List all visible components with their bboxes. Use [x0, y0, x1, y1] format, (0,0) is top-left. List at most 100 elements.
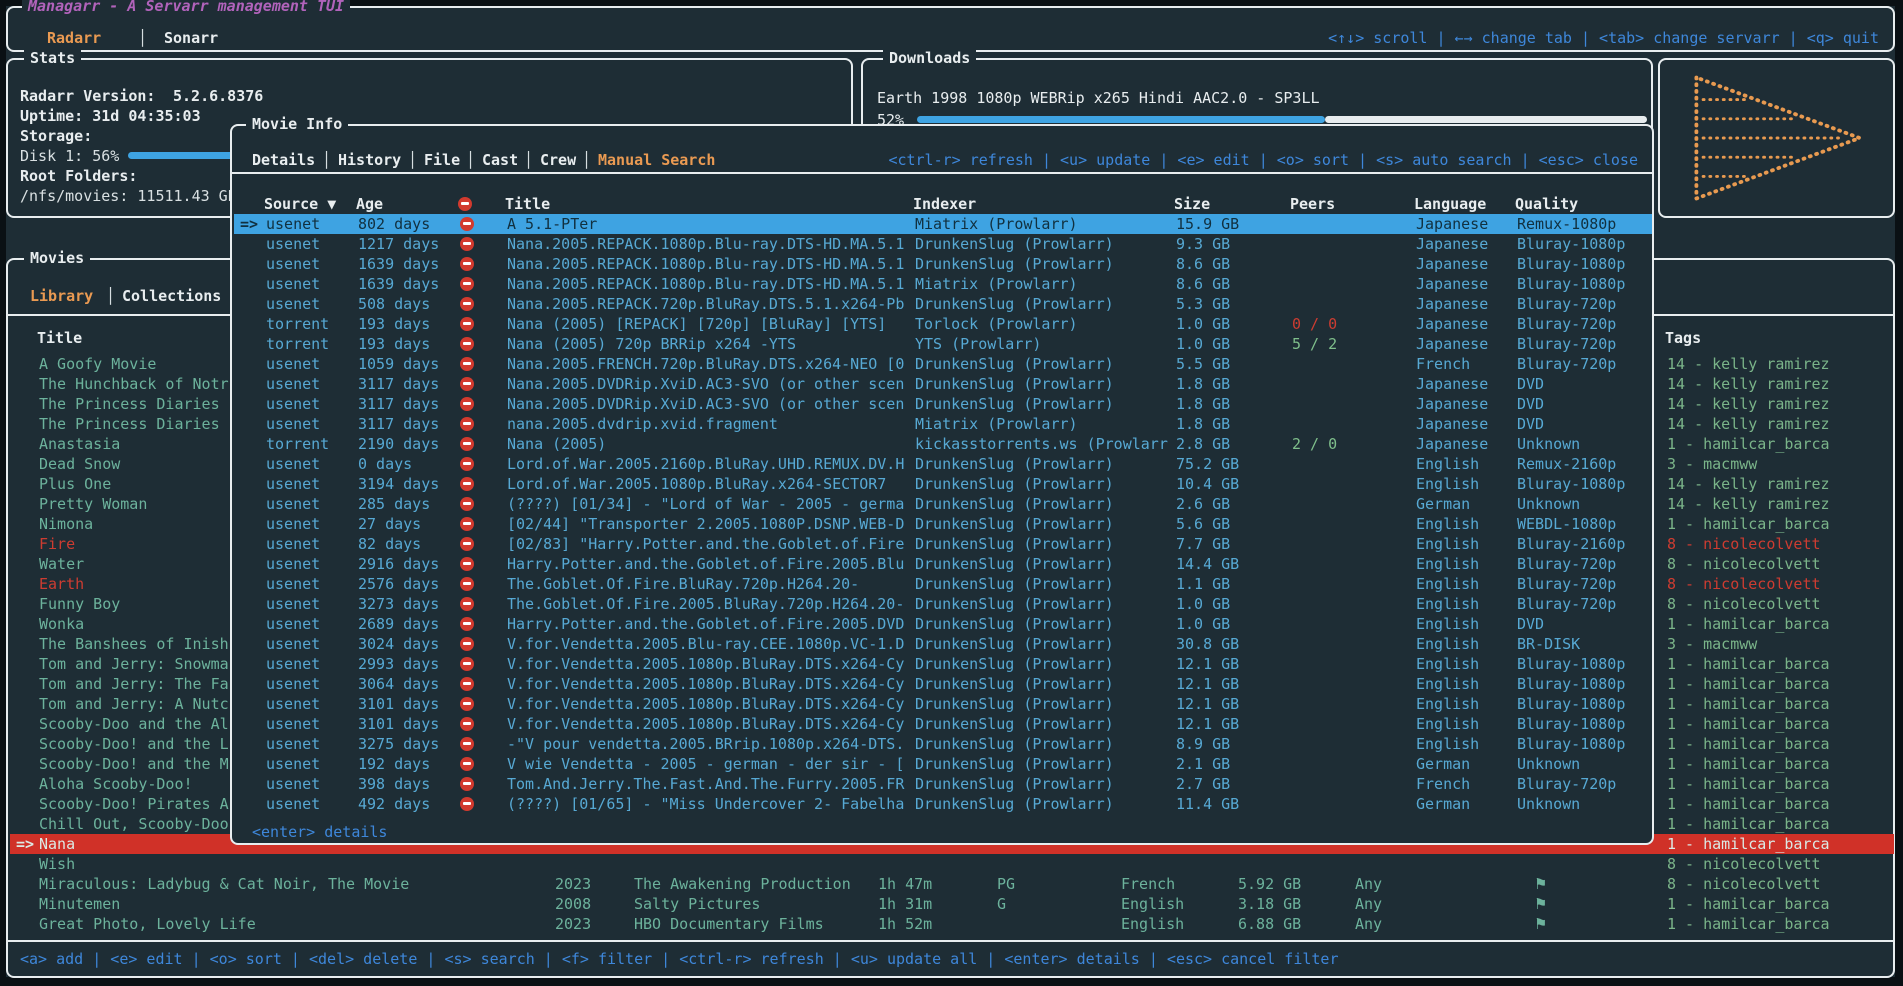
result-row[interactable]: usenet 492 days (????) [01/65] - "Miss Und…	[234, 794, 1652, 814]
result-row[interactable]: usenet 398 days Tom.And.Jerry.The.Fast.And…	[234, 774, 1652, 794]
result-row[interactable]: usenet 1639 days Nana.2005.REPACK.1080p.Bl…	[234, 274, 1652, 294]
movie-row[interactable]: Pretty Woman 14 - kelly ramirez	[10, 494, 1894, 514]
rejected-icon	[460, 657, 474, 671]
result-row[interactable]: usenet 3273 days The.Goblet.Of.Fire.2005.B…	[234, 594, 1652, 614]
tab-manual-search[interactable]: Manual Search	[598, 151, 716, 169]
tab-collections[interactable]: Collections	[122, 287, 222, 305]
result-language: German	[1416, 495, 1471, 513]
tab-history[interactable]: History	[338, 151, 402, 169]
tab-crew[interactable]: Crew	[540, 151, 577, 169]
col-peers[interactable]: Peers	[1290, 195, 1336, 213]
result-row[interactable]: usenet 3064 days V.for.Vendetta.2005.1080p…	[234, 674, 1652, 694]
movie-row[interactable]: Miraculous: Ladybug & Cat Noir, The Movi…	[10, 874, 1894, 894]
result-language: English	[1416, 535, 1480, 553]
result-row[interactable]: usenet 2576 days The.Goblet.Of.Fire.BluRay…	[234, 574, 1652, 594]
result-language: Japanese	[1416, 435, 1489, 453]
result-row[interactable]: usenet 1059 days Nana.2005.FRENCH.720p.Blu…	[234, 354, 1652, 374]
result-row[interactable]: usenet 3117 days Nana.2005.DVDRip.XviD.AC3…	[234, 374, 1652, 394]
result-language: English	[1416, 515, 1480, 533]
movie-row[interactable]: The Hunchback of Notr 14 - kelly ramirez	[10, 374, 1894, 394]
result-quality: Bluray-720p	[1517, 355, 1617, 373]
movie-row[interactable]: A Goofy Movie 14 - kelly ramirez	[10, 354, 1894, 374]
movie-row[interactable]: Dead Snow 3 - macmww	[10, 454, 1894, 474]
result-row[interactable]: torrent 2190 days Nana (2005) kickasstorren…	[234, 434, 1652, 454]
col-quality[interactable]: Quality	[1515, 195, 1579, 213]
tab-sonarr[interactable]: Sonarr	[164, 29, 219, 47]
col-language[interactable]: Language	[1414, 195, 1487, 213]
movie-row[interactable]: Nimona 1 - hamilcar_barca	[10, 514, 1894, 534]
tab-cast[interactable]: Cast	[482, 151, 519, 169]
result-language: Japanese	[1416, 255, 1489, 273]
result-row[interactable]: usenet 2993 days V.for.Vendetta.2005.1080p…	[234, 654, 1652, 674]
movie-row[interactable]: Aloha Scooby-Doo! 1 - hamilcar_barca	[10, 774, 1894, 794]
tab-radarr[interactable]: Radarr	[47, 29, 102, 47]
col-indexer[interactable]: Indexer	[913, 195, 977, 213]
result-row[interactable]: usenet 3275 days -"V pour vendetta.2005.BR…	[234, 734, 1652, 754]
movie-row[interactable]: Scooby-Doo! and the L 1 - hamilcar_barca	[10, 734, 1894, 754]
result-row[interactable]: usenet 2916 days Harry.Potter.and.the.Gobl…	[234, 554, 1652, 574]
result-title: nana.2005.dvdrip.xvid.fragment	[507, 415, 778, 433]
result-row[interactable]: usenet 192 days V wie Vendetta - 2005 - ge…	[234, 754, 1652, 774]
result-row[interactable]: usenet 508 days Nana.2005.REPACK.720p.BluR…	[234, 294, 1652, 314]
result-size: 1.8 GB	[1176, 415, 1231, 433]
result-source: torrent	[266, 435, 330, 453]
result-row[interactable]: usenet 3101 days V.for.Vendetta.2005.1080p…	[234, 694, 1652, 714]
result-row[interactable]: usenet 3194 days Lord.of.War.2005.1080p.Bl…	[234, 474, 1652, 494]
result-language: English	[1416, 615, 1480, 633]
movie-row[interactable]: The Princess Diaries 14 - kelly ramirez	[10, 414, 1894, 434]
result-language: Japanese	[1416, 215, 1489, 233]
root-folders-label: Root Folders:	[20, 167, 138, 185]
result-indexer: DrunkenSlug (Prowlarr)	[915, 795, 1114, 813]
result-row[interactable]: torrent 193 days Nana (2005) 720p BRRip x2…	[234, 334, 1652, 354]
result-row[interactable]: usenet 285 days (????) [01/34] - "Lord of …	[234, 494, 1652, 514]
movie-row[interactable]: Wonka 1 - hamilcar_barca	[10, 614, 1894, 634]
movie-row[interactable]: Plus One 14 - kelly ramirez	[10, 474, 1894, 494]
movie-row[interactable]: Scooby-Doo! and the M 1 - hamilcar_barca	[10, 754, 1894, 774]
movie-row[interactable]: Minutemen 2008 Salty Pictures 1h 31m G Englis…	[10, 894, 1894, 914]
movie-row[interactable]: The Banshees of Inish 3 - macmww	[10, 634, 1894, 654]
movie-row[interactable]: Earth 8 - nicolecolvett	[10, 574, 1894, 594]
col-size[interactable]: Size	[1174, 195, 1211, 213]
rejected-icon	[460, 537, 474, 551]
movie-row[interactable]: Tom and Jerry: Snowma 1 - hamilcar_barca	[10, 654, 1894, 674]
result-row[interactable]: usenet 0 days Lord.of.War.2005.2160p.BluRa…	[234, 454, 1652, 474]
result-row[interactable]: => usenet 802 days A 5.1-PTer Miatrix (Prowl…	[234, 214, 1652, 234]
result-source: usenet	[266, 235, 321, 253]
result-age: 398 days	[358, 775, 431, 793]
result-quality: Bluray-1080p	[1517, 655, 1626, 673]
movie-row[interactable]: Water 8 - nicolecolvett	[10, 554, 1894, 574]
col-title[interactable]: Title	[505, 195, 551, 213]
result-quality: Bluray-720p	[1517, 295, 1617, 313]
tab-file[interactable]: File	[424, 151, 461, 169]
result-row[interactable]: usenet 3101 days V.for.Vendetta.2005.1080p…	[234, 714, 1652, 734]
result-row[interactable]: usenet 82 days [02/83] "Harry.Potter.and.t…	[234, 534, 1652, 554]
rejected-icon	[460, 417, 474, 431]
movie-row[interactable]: Great Photo, Lovely Life 2023 HBO Document…	[10, 914, 1894, 934]
movie-row[interactable]: Fire 8 - nicolecolvett	[10, 534, 1894, 554]
movie-row[interactable]: Anastasia 1 - hamilcar_barca	[10, 434, 1894, 454]
result-row[interactable]: usenet 2689 days Harry.Potter.and.the.Gobl…	[234, 614, 1652, 634]
movie-row[interactable]: Tom and Jerry: The Fa 1 - hamilcar_barca	[10, 674, 1894, 694]
movie-row[interactable]: Scooby-Doo! Pirates A 1 - hamilcar_barca	[10, 794, 1894, 814]
movie-row[interactable]: Chill Out, Scooby-Doo 1 - hamilcar_barca	[10, 814, 1894, 834]
result-row[interactable]: usenet 1639 days Nana.2005.REPACK.1080p.Bl…	[234, 254, 1652, 274]
col-age[interactable]: Age	[356, 195, 384, 213]
movie-row[interactable]: Scooby-Doo and the Al 1 - hamilcar_barca	[10, 714, 1894, 734]
movie-title: The Princess Diaries	[39, 415, 220, 433]
result-row[interactable]: usenet 3117 days nana.2005.dvdrip.xvid.fra…	[234, 414, 1652, 434]
tab-library[interactable]: Library	[30, 287, 94, 305]
result-row[interactable]: usenet 3117 days Nana.2005.DVDRip.XviD.AC3…	[234, 394, 1652, 414]
result-row[interactable]: usenet 3024 days V.for.Vendetta.2005.Blu-r…	[234, 634, 1652, 654]
col-source[interactable]: Source ▼	[264, 195, 337, 213]
result-age: 492 days	[358, 795, 431, 813]
movie-row[interactable]: Funny Boy 8 - nicolecolvett	[10, 594, 1894, 614]
movie-row[interactable]: Wish 8 - nicolecolvett	[10, 854, 1894, 874]
movie-row[interactable]: The Princess Diaries 14 - kelly ramirez	[10, 394, 1894, 414]
storage-label: Storage:	[20, 127, 93, 145]
tab-details[interactable]: Details	[252, 151, 316, 169]
result-row[interactable]: usenet 1217 days Nana.2005.REPACK.1080p.Bl…	[234, 234, 1652, 254]
result-row[interactable]: usenet 27 days [02/44] "Transporter 2.2005…	[234, 514, 1652, 534]
movie-row[interactable]: Tom and Jerry: A Nutc 1 - hamilcar_barca	[10, 694, 1894, 714]
result-row[interactable]: torrent 193 days Nana (2005) [REPACK] [720…	[234, 314, 1652, 334]
result-source: usenet	[266, 515, 321, 533]
